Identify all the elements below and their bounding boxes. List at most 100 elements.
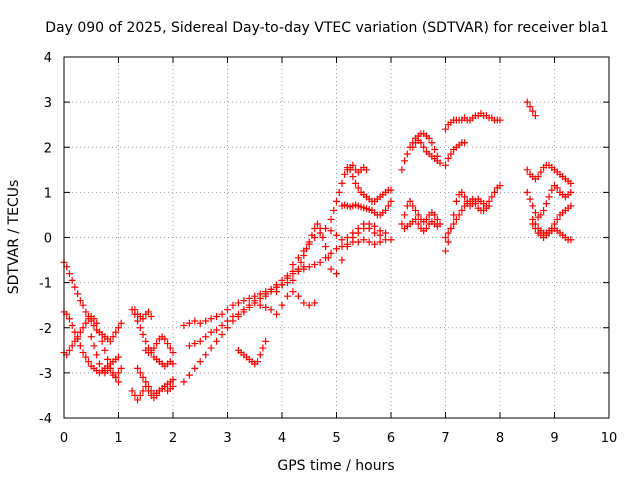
data-point [398, 220, 406, 228]
data-point [412, 215, 420, 223]
data-point [311, 261, 319, 269]
data-point [139, 315, 147, 323]
data-point [267, 306, 275, 314]
data-point [169, 360, 177, 368]
data-point [251, 297, 259, 305]
data-point [365, 238, 373, 246]
data-point [305, 263, 313, 271]
data-point [338, 236, 346, 244]
data-point [531, 112, 539, 120]
data-point [93, 351, 101, 359]
data-point [428, 139, 436, 147]
data-point [278, 301, 286, 309]
data-point [343, 243, 351, 251]
data-point [567, 202, 575, 210]
data-point [234, 310, 242, 318]
data-point [360, 236, 368, 244]
data-point [185, 371, 193, 379]
data-point [567, 236, 575, 244]
data-point [95, 328, 103, 336]
data-point [338, 179, 346, 187]
data-point [529, 107, 537, 115]
data-point [414, 220, 422, 228]
data-point [526, 195, 534, 203]
data-point [131, 306, 139, 314]
data-point [283, 274, 291, 282]
data-point [406, 197, 414, 205]
data-point [136, 324, 144, 332]
data-point [68, 276, 76, 284]
data-point [262, 303, 270, 311]
data-point [224, 306, 231, 314]
data-point [139, 331, 147, 339]
data-point [273, 288, 281, 296]
data-point [316, 224, 324, 232]
data-point [529, 220, 537, 228]
data-point [71, 337, 79, 345]
plot-frame [63, 56, 610, 419]
data-point [68, 321, 76, 329]
data-point [98, 337, 106, 345]
data-point [458, 206, 466, 214]
data-point [207, 315, 215, 323]
chart-title: Day 090 of 2025, Sidereal Day-to-day VTE… [45, 20, 608, 36]
data-point [85, 358, 93, 366]
data-point [403, 150, 411, 158]
data-point [76, 328, 84, 336]
data-point [101, 346, 109, 354]
y-tick-label: -4 [39, 412, 52, 427]
data-point [207, 328, 215, 336]
data-point [115, 378, 122, 386]
data-point [461, 193, 469, 201]
data-point [134, 364, 142, 372]
data-point [253, 358, 261, 366]
data-point [537, 211, 545, 219]
x-tick-label: 10 [601, 431, 618, 446]
data-point [79, 301, 87, 309]
data-point [185, 319, 193, 327]
data-point [65, 346, 73, 354]
data-point [349, 161, 357, 169]
data-point [354, 238, 362, 246]
data-point [289, 261, 297, 269]
data-point [191, 340, 199, 348]
y-tick-label: -2 [39, 322, 52, 337]
data-point [442, 234, 449, 241]
data-point [240, 297, 248, 305]
data-point [213, 337, 221, 345]
data-point [548, 186, 556, 194]
data-point [531, 224, 539, 232]
data-point [95, 360, 103, 368]
data-point [523, 188, 531, 196]
data-point [76, 297, 84, 305]
data-point [166, 344, 174, 352]
data-point [82, 353, 90, 361]
data-point [115, 353, 122, 361]
data-point [196, 358, 204, 366]
data-point [333, 197, 340, 205]
data-point [422, 224, 430, 232]
data-point [169, 376, 177, 384]
data-point [455, 211, 463, 219]
data-point [202, 317, 210, 325]
data-point [447, 224, 455, 232]
x-tick-label: 3 [223, 431, 231, 446]
data-point [327, 265, 335, 273]
data-point [207, 344, 215, 352]
data-point [180, 321, 188, 329]
data-point [338, 256, 346, 264]
data-point [387, 197, 395, 205]
data-point [256, 351, 264, 359]
data-point [245, 294, 253, 302]
data-point [74, 333, 82, 341]
data-point [218, 310, 226, 318]
x-tick-label: 4 [278, 431, 286, 446]
data-point [442, 247, 449, 255]
data-point [458, 188, 466, 196]
data-point [384, 202, 392, 210]
data-point [362, 166, 370, 174]
data-point [417, 139, 425, 147]
data-point [273, 310, 281, 318]
